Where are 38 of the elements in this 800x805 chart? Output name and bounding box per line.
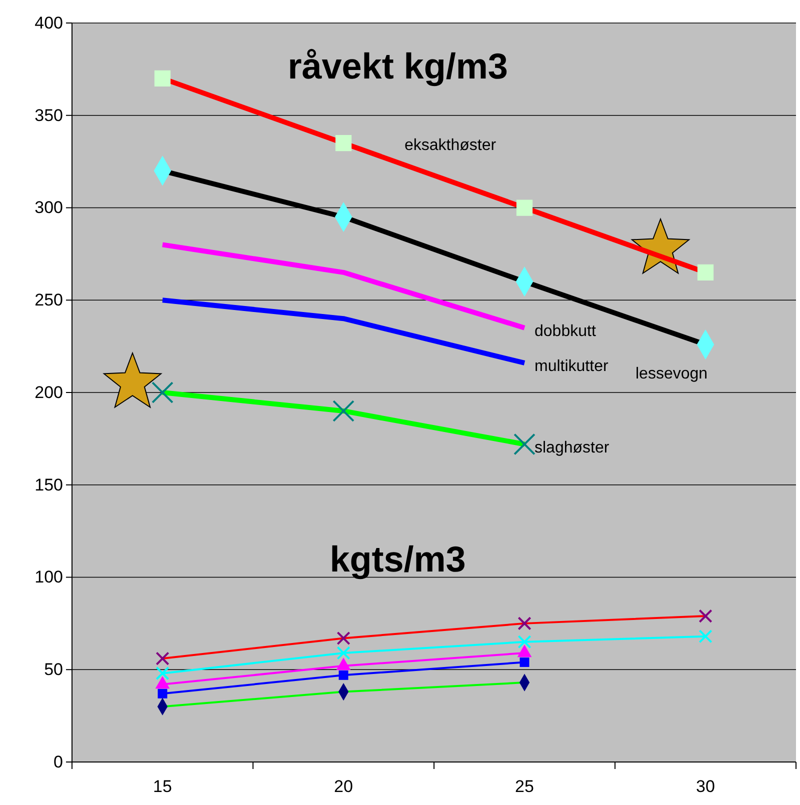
point [514,433,536,456]
point [518,635,532,649]
series-label: lessevogn [636,366,708,383]
y-tick-label: 400 [34,13,63,32]
point [152,382,174,404]
series-label: dobbkutt [534,323,596,340]
y-tick-label: 200 [34,382,63,402]
point [156,666,170,680]
y-tick-label: 350 [34,106,63,125]
point [154,70,171,86]
y-tick-label: 300 [34,198,63,218]
y-tick-label: 250 [34,290,63,310]
point [516,200,533,216]
x-tick-label: 20 [334,777,353,796]
series-label: multikutter [534,358,609,376]
point [697,264,714,280]
y-tick-label: 0 [54,752,63,772]
point [336,646,350,660]
y-tick-label: 50 [44,660,63,680]
point [698,609,712,623]
x-tick-label: 25 [515,777,534,796]
annotation: kgts/m3 [330,538,466,580]
point [520,657,530,667]
point [332,400,354,422]
x-tick-label: 30 [696,777,715,796]
point [335,135,352,152]
point [156,652,170,666]
x-tick-label: 15 [153,777,172,796]
point [336,631,350,646]
annotation: råvekt kg/m3 [288,45,508,86]
y-tick-label: 100 [34,568,63,587]
y-tick-label: 150 [34,475,63,494]
series-label: eksakthøster [404,136,497,154]
series-label: slaghøster [534,439,610,456]
point [338,670,348,680]
point [158,688,168,698]
point [518,616,532,630]
point [698,630,712,644]
